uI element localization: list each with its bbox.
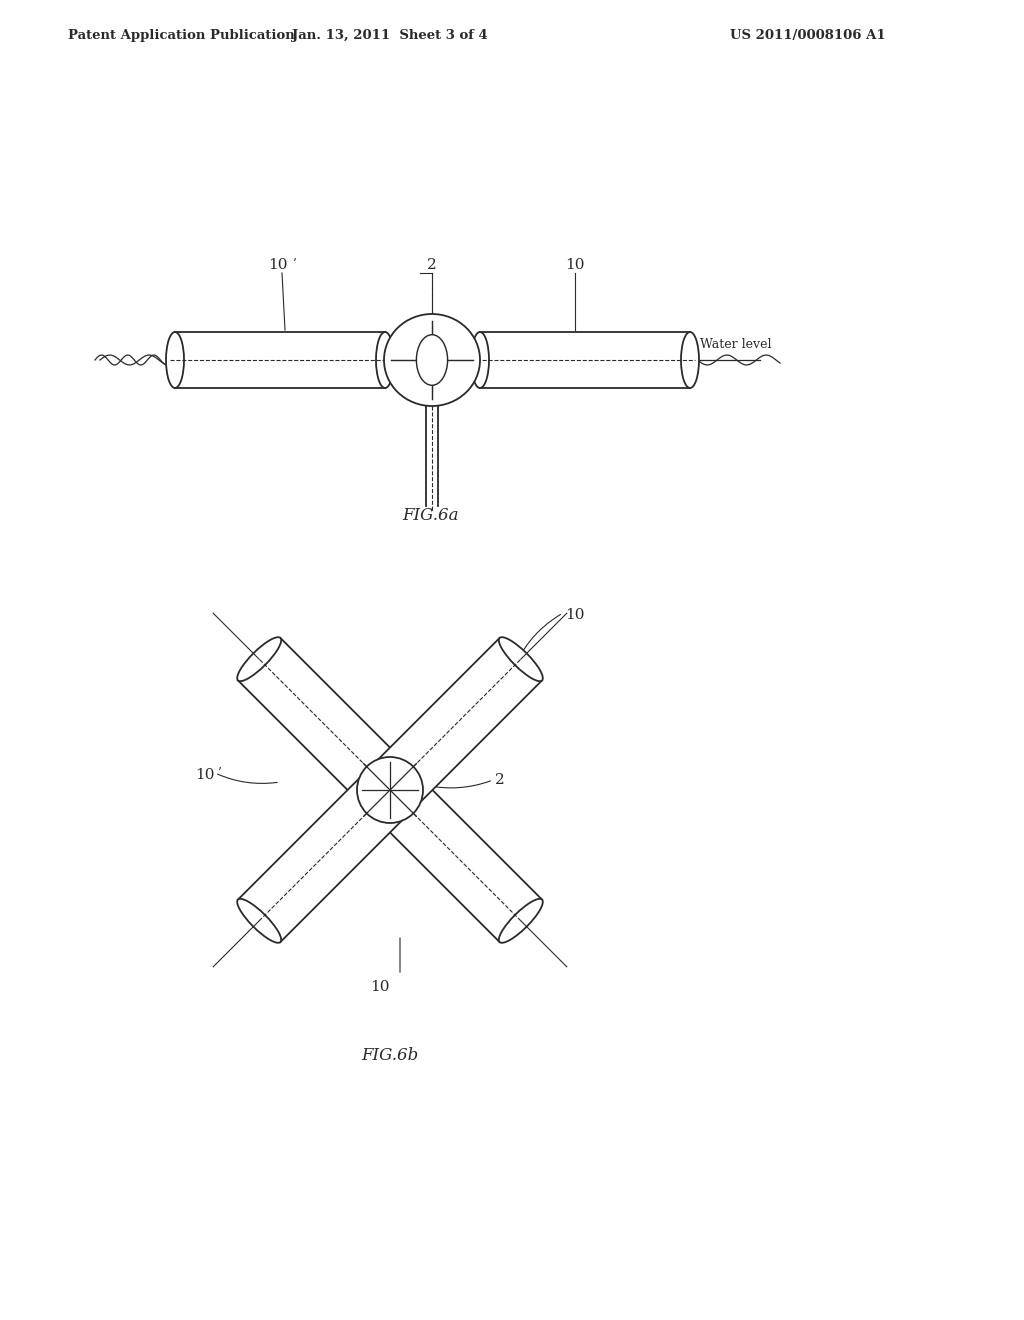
Ellipse shape	[384, 314, 480, 407]
Text: Patent Application Publication: Patent Application Publication	[68, 29, 295, 41]
Ellipse shape	[357, 756, 423, 822]
Polygon shape	[238, 638, 542, 942]
Text: 10: 10	[565, 257, 585, 272]
Polygon shape	[238, 638, 542, 942]
Ellipse shape	[499, 638, 543, 681]
Text: 10: 10	[371, 979, 390, 994]
Text: FIG.6b: FIG.6b	[361, 1047, 419, 1064]
Text: ’: ’	[292, 257, 296, 271]
Ellipse shape	[238, 899, 282, 942]
Ellipse shape	[499, 899, 543, 942]
Text: 10: 10	[195, 768, 214, 781]
Text: 10: 10	[565, 609, 585, 622]
Ellipse shape	[376, 333, 394, 388]
Text: 10: 10	[268, 257, 288, 272]
Text: ’: ’	[217, 767, 221, 780]
Text: 2: 2	[427, 257, 437, 272]
Text: FIG.6a: FIG.6a	[401, 507, 459, 524]
Ellipse shape	[681, 333, 699, 388]
Bar	[480, 333, 690, 388]
Ellipse shape	[238, 638, 282, 681]
Bar	[175, 333, 385, 388]
Text: US 2011/0008106 A1: US 2011/0008106 A1	[730, 29, 886, 41]
Text: Jan. 13, 2011  Sheet 3 of 4: Jan. 13, 2011 Sheet 3 of 4	[292, 29, 487, 41]
Ellipse shape	[471, 333, 489, 388]
Ellipse shape	[417, 335, 447, 385]
Text: Water level: Water level	[700, 338, 771, 351]
Text: 2: 2	[495, 774, 505, 787]
Ellipse shape	[166, 333, 184, 388]
